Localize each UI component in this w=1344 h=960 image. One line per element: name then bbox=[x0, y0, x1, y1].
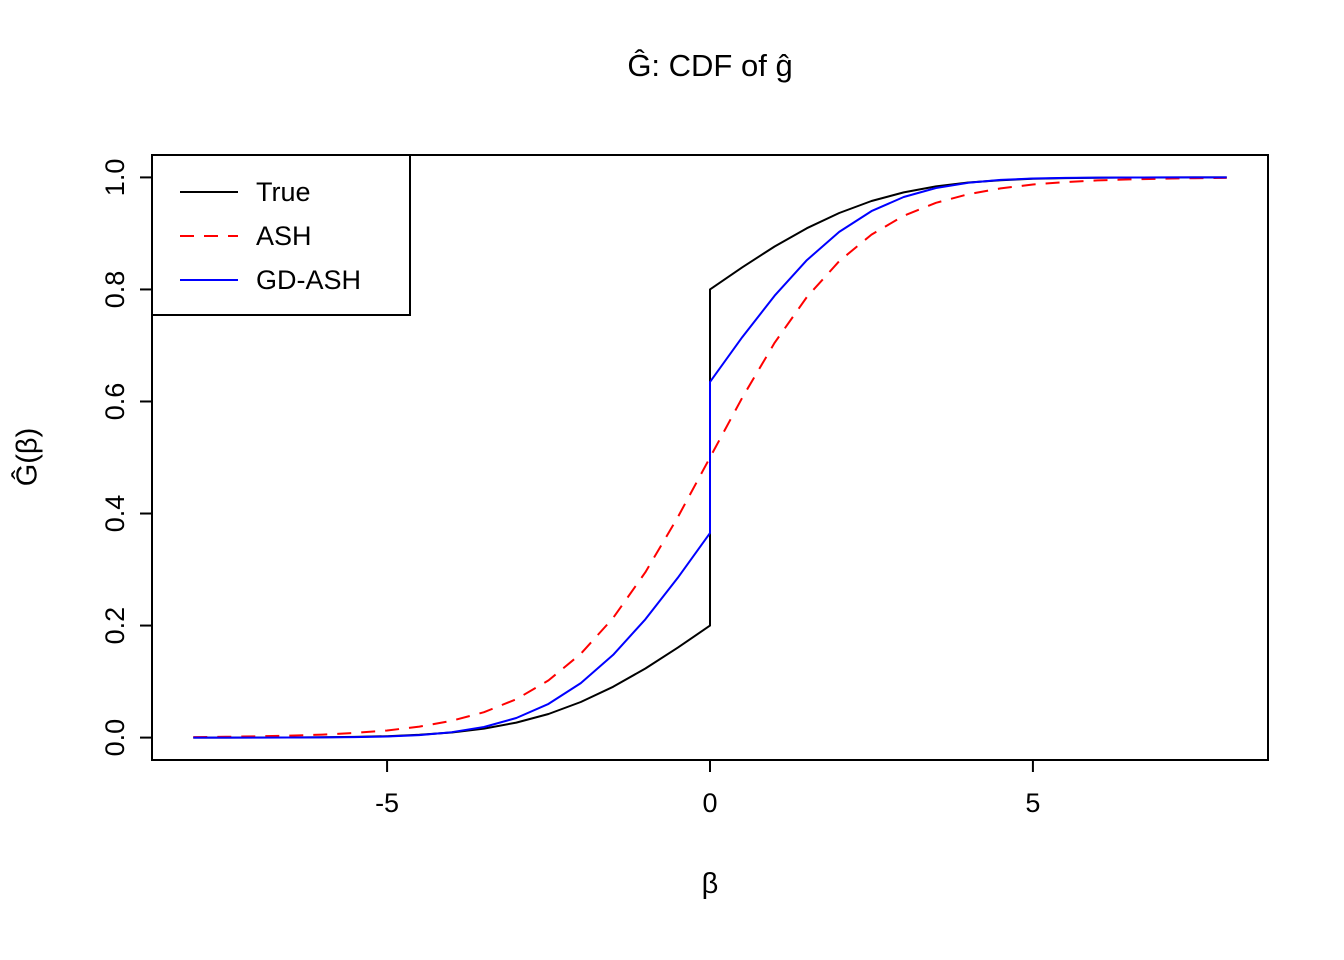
x-tick-label: 0 bbox=[702, 788, 717, 818]
x-axis-label: β bbox=[701, 868, 719, 900]
y-tick-label: 0.2 bbox=[100, 607, 130, 645]
legend-label-ASH: ASH bbox=[256, 221, 312, 251]
plot-title: Ĝ: CDF of ĝ bbox=[627, 48, 793, 83]
plot-box bbox=[151, 154, 1269, 761]
curve-ASH bbox=[193, 176, 1227, 739]
x-tick-label: -5 bbox=[375, 788, 399, 818]
legend-label-True: True bbox=[256, 177, 311, 207]
y-tick-label: 0.6 bbox=[100, 383, 130, 421]
x-tick-label: 5 bbox=[1025, 788, 1040, 818]
y-tick-label: 1.0 bbox=[100, 159, 130, 197]
curve-GD-ASH bbox=[193, 176, 1227, 739]
legend-box bbox=[151, 154, 411, 316]
y-tick-label: 0.0 bbox=[100, 719, 130, 757]
y-tick-label: 0.4 bbox=[100, 495, 130, 533]
legend-label-GD-ASH: GD-ASH bbox=[256, 265, 361, 295]
y-tick-label: 0.8 bbox=[100, 271, 130, 309]
